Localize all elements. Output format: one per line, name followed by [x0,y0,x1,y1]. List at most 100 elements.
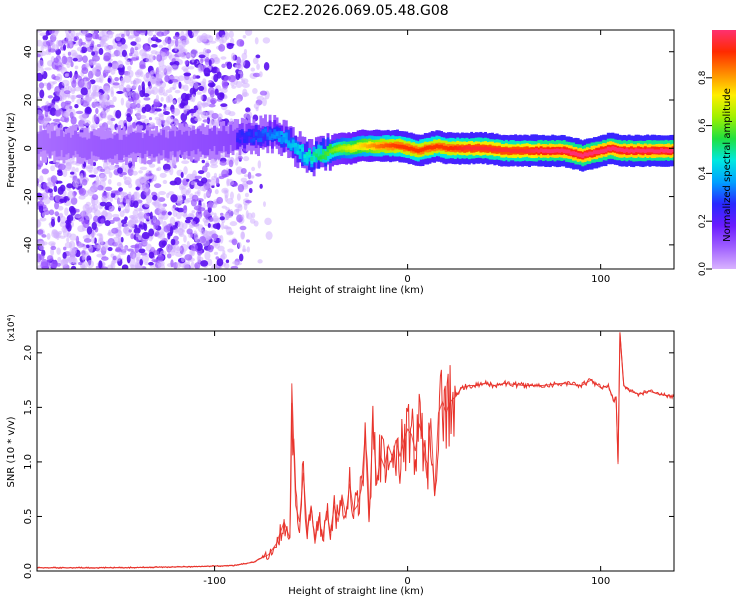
noise-blob [208,103,216,108]
noise-blob [240,167,247,174]
noise-blob [182,263,190,269]
noise-blob [171,108,175,115]
noise-blob [138,248,146,254]
noise-blob [221,187,229,194]
noise-blob [104,219,111,227]
noise-blob [76,46,83,52]
ridge-segment [180,134,184,155]
noise-blob [137,211,146,219]
ridge-segment [595,150,599,155]
noise-blob [241,79,246,84]
noise-blob [224,109,232,116]
ridge-segment [291,139,295,148]
noise-blob [106,120,113,125]
noise-blob [121,219,127,225]
ridge-segment [333,147,337,152]
ridge-segment [62,136,66,158]
noise-blob [255,54,261,59]
noise-blob [91,221,97,231]
ridge-segment [356,145,360,150]
noise-blob [170,64,179,71]
noise-blob [152,214,157,224]
ridge-segment [611,146,615,151]
ridge-segment [141,138,145,159]
snr-y-tick-label: 1.5 [23,399,34,415]
noise-blob [96,44,102,48]
ridge-segment [280,131,284,135]
noise-blob [112,82,120,86]
ridge-segment [50,131,54,152]
noise-blob [63,90,71,95]
noise-blob [172,204,176,209]
noise-blob [101,42,109,48]
ridge-segment [317,148,321,157]
noise-blob [132,121,137,129]
noise-blob [257,160,262,169]
noise-blob [167,211,172,216]
noise-blob [37,200,45,207]
noise-blob [57,163,66,171]
noise-blob [250,175,255,179]
noise-blob [82,30,87,35]
noise-blob [107,164,116,171]
ridge-segment [189,130,193,152]
ridge-segment [254,124,258,139]
ridge-segment [437,144,441,149]
ridge-segment [213,125,216,146]
noise-blob [219,216,225,221]
ridge-segment [317,156,321,161]
ridge-segment [662,149,666,153]
ridge-segment [530,148,534,153]
spectrogram-x-label: Height of straight line (km) [288,285,424,296]
noise-blob [115,33,121,42]
noise-blob [143,223,148,232]
noise-blob [221,221,225,230]
ridge-segment [433,145,437,150]
noise-blob [135,30,143,34]
ridge-segment [328,149,332,154]
noise-blob [227,43,235,47]
ridge-segment [229,124,233,145]
noise-blob [236,214,243,223]
ridge-segment [602,149,606,153]
noise-blob [86,226,93,235]
noise-blob [180,92,188,102]
noise-blob [207,258,213,267]
ridge-segment [653,149,657,154]
ridge-segment [294,142,298,147]
noise-blob [187,30,192,37]
noise-blob [133,227,141,234]
noise-blob [65,222,71,230]
noise-blob [38,245,45,251]
noise-blob [104,66,113,73]
noise-blob [123,74,132,83]
noise-blob [81,210,86,217]
noise-blob [114,77,120,82]
ridge-segment [655,149,659,154]
noise-blob [226,178,230,187]
noise-blob [39,175,44,183]
ridge-segment [671,148,674,153]
noise-blob [175,212,182,220]
noise-blob [240,231,246,240]
noise-blob [185,216,194,220]
noise-blob [221,78,228,88]
ridge-segment [657,149,661,154]
noise-blob [107,178,112,185]
noise-blob [112,96,117,102]
noise-blob [241,214,245,220]
ridge-segment [414,148,418,153]
ridge-segment [206,134,210,156]
ridge-segment [525,149,529,153]
noise-blob [252,57,259,65]
noise-blob [252,87,258,94]
noise-blob [82,203,91,212]
noise-blob [64,163,72,172]
ridge-segment [194,134,198,155]
noise-blob [70,49,77,57]
ridge-segment [405,145,409,150]
noise-blob [242,34,247,39]
noise-blob [80,87,88,96]
noise-blob [93,98,98,107]
noise-blob [117,203,125,209]
